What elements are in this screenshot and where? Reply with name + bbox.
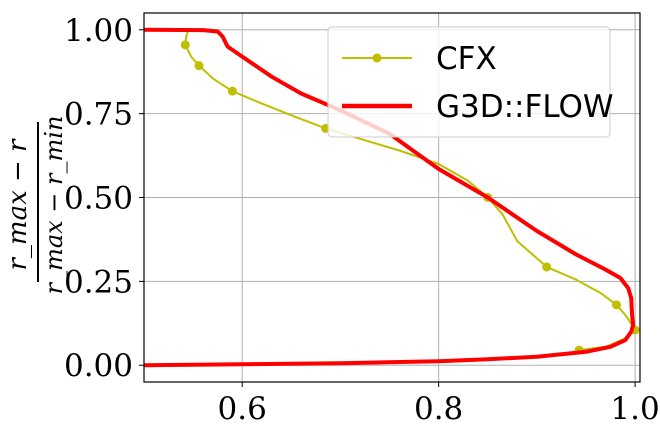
y-axis-label: r_max − r r_max − r_min (3, 116, 68, 295)
ticks: 0.6 0.8 1.0 0.00 0.25 0.50 0.75 1.00 (64, 13, 660, 427)
series-point-cfx (227, 86, 237, 96)
series-point-cfx (194, 61, 204, 71)
y-tick-label: 0.25 (64, 264, 133, 300)
series-line-cfx (184, 28, 637, 352)
series-layer (144, 27, 640, 368)
series-point-cfx (542, 262, 552, 272)
x-tick-label: 0.6 (218, 391, 267, 427)
y-tick-label: 0.75 (64, 97, 133, 133)
x-tick-label: 1.0 (610, 391, 659, 427)
legend-marker-cfx (372, 53, 382, 63)
series-point-cfx (611, 300, 621, 310)
x-tick-label: 0.8 (414, 391, 463, 427)
legend-box (327, 26, 611, 138)
y-axis-label-denominator: r_max − r_min (40, 116, 68, 295)
legend-label-g3d-flow: G3D::FLOW (436, 89, 614, 125)
y-axis-label-numerator: r_max − r (3, 138, 33, 271)
series-line-g3d-flow (144, 27, 636, 368)
series-point-cfx (180, 40, 190, 50)
y-tick-label: 1.00 (64, 13, 133, 49)
y-tick-label: 0.50 (64, 181, 133, 217)
y-tick-label: 0.00 (64, 348, 133, 384)
legend-label-cfx: CFX (436, 41, 497, 77)
